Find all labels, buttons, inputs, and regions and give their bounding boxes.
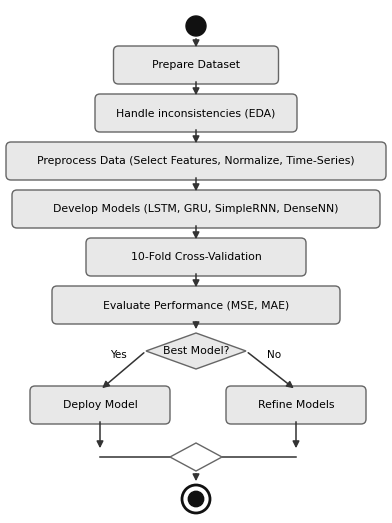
Text: Preprocess Data (Select Features, Normalize, Time-Series): Preprocess Data (Select Features, Normal… [37, 156, 355, 166]
Text: No: No [267, 350, 281, 360]
Text: Prepare Dataset: Prepare Dataset [152, 60, 240, 70]
Polygon shape [170, 443, 222, 471]
FancyBboxPatch shape [86, 238, 306, 276]
Text: Yes: Yes [110, 350, 126, 360]
FancyBboxPatch shape [6, 142, 386, 180]
FancyBboxPatch shape [52, 286, 340, 324]
Text: Refine Models: Refine Models [258, 400, 334, 410]
Text: Best Model?: Best Model? [163, 346, 229, 356]
FancyBboxPatch shape [226, 386, 366, 424]
Text: Handle inconsistencies (EDA): Handle inconsistencies (EDA) [116, 108, 276, 118]
Text: Develop Models (LSTM, GRU, SimpleRNN, DenseNN): Develop Models (LSTM, GRU, SimpleRNN, De… [53, 204, 339, 214]
Circle shape [182, 485, 210, 513]
Circle shape [186, 16, 206, 36]
Text: Evaluate Performance (MSE, MAE): Evaluate Performance (MSE, MAE) [103, 300, 289, 310]
FancyBboxPatch shape [114, 46, 278, 84]
FancyBboxPatch shape [30, 386, 170, 424]
Text: Deploy Model: Deploy Model [63, 400, 137, 410]
Polygon shape [146, 333, 246, 369]
Text: 10-Fold Cross-Validation: 10-Fold Cross-Validation [131, 252, 261, 262]
FancyBboxPatch shape [12, 190, 380, 228]
Circle shape [188, 491, 204, 507]
FancyBboxPatch shape [95, 94, 297, 132]
